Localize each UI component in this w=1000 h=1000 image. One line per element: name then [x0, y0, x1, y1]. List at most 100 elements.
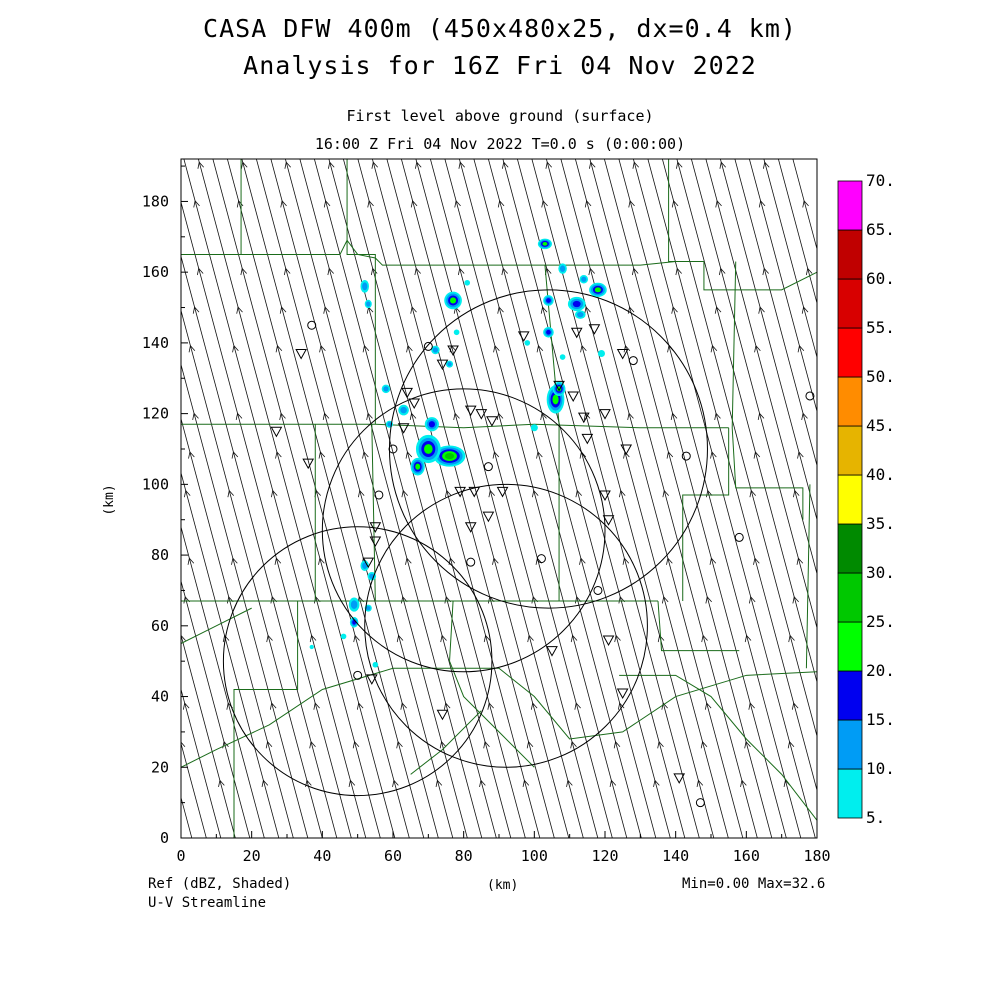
- x-tick-label: 80: [455, 847, 473, 865]
- colorbar-swatch: [837, 376, 863, 427]
- streamline-arrow: [59, 346, 65, 353]
- streamline-arrow: [762, 267, 769, 276]
- streamline-arrow: [958, 780, 964, 787]
- x-tick-label: 160: [733, 847, 760, 865]
- field-label: Ref (dBZ, Shaded): [148, 876, 292, 892]
- streamline-arrow: [241, 161, 248, 169]
- x-tick-label: 100: [521, 847, 548, 865]
- station-triangle: [362, 557, 375, 569]
- streamline-arrow: [614, 634, 621, 643]
- streamline-arrow: [182, 702, 190, 710]
- station-circle: [466, 557, 476, 567]
- streamline-arrow: [414, 267, 421, 276]
- reflectivity-cell: [424, 444, 433, 454]
- y-tick-label: 80: [151, 546, 169, 564]
- streamline: [181, 741, 207, 838]
- reflectivity-cell: [546, 298, 551, 303]
- streamline-arrow: [802, 199, 809, 208]
- streamline: [574, 159, 758, 838]
- streamline-arrow: [333, 124, 339, 131]
- streamline-arrow: [545, 161, 552, 169]
- station-triangle: [673, 773, 686, 784]
- streamline-arrow: [805, 267, 813, 276]
- streamline-arrow: [637, 124, 643, 131]
- streamline-arrow: [793, 489, 800, 498]
- station-triangle: [616, 688, 629, 700]
- y-axis-label: (km): [102, 484, 117, 515]
- streamline-arrow: [392, 779, 399, 788]
- streamline-arrow: [111, 162, 117, 169]
- streamline-arrow: [58, 452, 64, 459]
- colorbar-label: 20.: [866, 661, 895, 680]
- streamline: [226, 159, 410, 838]
- station-triangle: [475, 409, 488, 420]
- station-circle: [353, 670, 363, 680]
- streamline-arrow: [532, 489, 539, 498]
- streamline: [603, 159, 787, 838]
- x-tick-label: 120: [591, 847, 618, 865]
- station-circle: [695, 798, 705, 808]
- x-tick-label: 140: [662, 847, 689, 865]
- radar-range-rings: [222, 289, 708, 797]
- colorbar-label: 25.: [866, 612, 895, 631]
- colorbar-swatch: [837, 180, 863, 231]
- streamline-arrow: [192, 306, 200, 314]
- streamline-arrow: [72, 124, 78, 131]
- streamline-arrow: [235, 412, 243, 420]
- streamline-arrow: [632, 161, 639, 169]
- station-triangle: [270, 426, 283, 438]
- streamline-arrow: [102, 452, 108, 459]
- colorbar-swatch: [837, 425, 863, 476]
- streamline-arrow: [536, 344, 544, 353]
- y-tick-label: 0: [160, 829, 169, 847]
- streamline-arrow: [662, 489, 669, 498]
- streamline-arrow: [280, 199, 287, 208]
- streamline: [545, 159, 729, 838]
- colorbar-label: 35.: [866, 514, 895, 533]
- streamline-arrow: [110, 268, 116, 275]
- streamline-arrow: [401, 489, 408, 498]
- streamline: [444, 159, 628, 838]
- colorbar-label: 70.: [866, 171, 895, 190]
- streamline-arrow: [23, 268, 29, 275]
- streamline-arrow: [24, 162, 30, 169]
- streamline-arrow: [396, 634, 404, 643]
- streamline-arrow: [748, 702, 755, 710]
- streamline-arrow: [202, 124, 208, 131]
- station-circle: [536, 554, 546, 564]
- streamline: [473, 159, 657, 838]
- streamline-arrow: [435, 779, 443, 788]
- streamline-arrow: [218, 779, 225, 788]
- station-triangle: [567, 391, 580, 402]
- streamline-arrow: [101, 558, 107, 565]
- station-triangle: [436, 709, 449, 721]
- streamline-arrow: [358, 489, 365, 498]
- streamline-arrow: [406, 344, 413, 353]
- chart-title-line2: Analysis for 16Z Fri 04 Nov 2022: [243, 51, 757, 80]
- axes: 0 20 40 60 80 100 120 140 160 180 0 20 40 60 80 100 120 1…: [142, 165, 831, 865]
- streamline-arrow: [768, 124, 774, 131]
- county-line: [181, 667, 817, 768]
- streamline-arrow: [97, 597, 103, 604]
- streamline-arrow: [196, 267, 204, 276]
- county-line: [682, 427, 730, 602]
- streamline-arrow: [107, 201, 113, 208]
- range-ring: [222, 526, 493, 797]
- streamline: [719, 159, 817, 522]
- station-triangle: [482, 511, 495, 523]
- streamline: [0, 114, 165, 848]
- streamline-arrow: [666, 557, 673, 565]
- streamline-arrow: [832, 635, 838, 642]
- streamline-arrow: [526, 740, 534, 749]
- streamline: [0, 114, 151, 848]
- colorbar-label: 30.: [866, 563, 895, 582]
- streamline: [458, 159, 642, 838]
- streamline-arrow: [657, 634, 665, 643]
- streamline: [183, 159, 367, 838]
- reflectivity-cell: [530, 424, 538, 432]
- streamline-arrow: [919, 635, 925, 642]
- streamline-arrow: [352, 740, 360, 749]
- station-circle: [805, 391, 815, 401]
- streamline-arrow: [661, 595, 669, 604]
- streamline-arrow: [93, 635, 99, 642]
